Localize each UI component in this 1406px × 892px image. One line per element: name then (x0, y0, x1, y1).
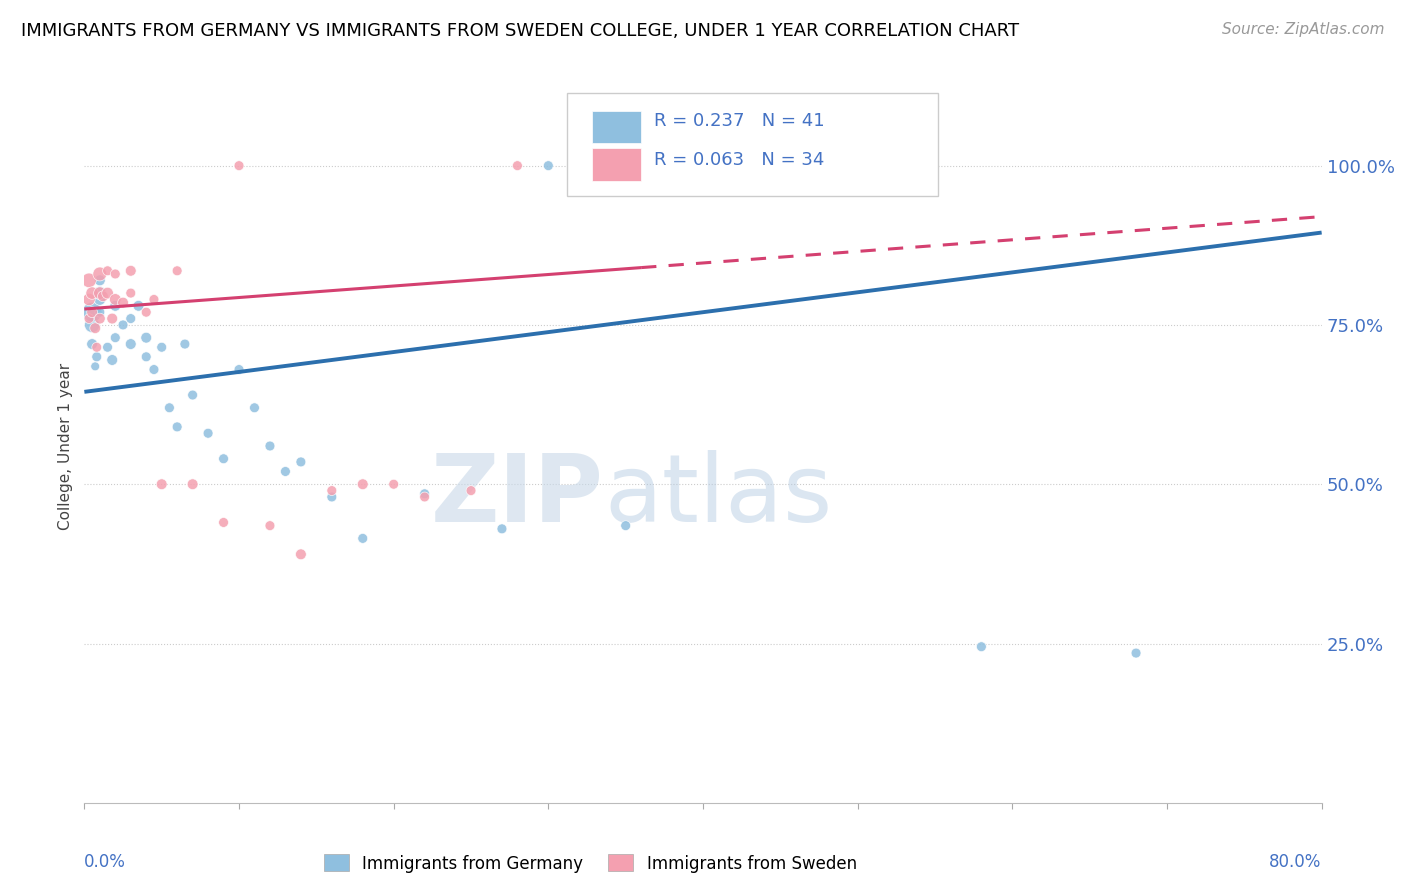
Point (82, 318, 104, 332)
Point (84, 321, 107, 335)
Point (89, 273, 111, 287)
Point (89, 286, 111, 301)
Point (112, 318, 135, 332)
Point (181, 477, 204, 491)
Point (120, 311, 142, 326)
Point (321, 483, 343, 498)
Point (89, 293, 111, 307)
Point (128, 299, 150, 313)
FancyBboxPatch shape (567, 93, 938, 196)
Point (84, 359, 107, 374)
Point (104, 331, 127, 345)
Legend: Immigrants from Germany, Immigrants from Sweden: Immigrants from Germany, Immigrants from… (318, 847, 863, 880)
Point (82, 286, 104, 301)
Point (259, 518, 281, 533)
Point (143, 293, 166, 307)
Point (274, 465, 297, 479)
Point (174, 337, 197, 351)
Point (166, 264, 188, 278)
Point (120, 264, 142, 278)
Text: Source: ZipAtlas.com: Source: ZipAtlas.com (1222, 22, 1385, 37)
Point (97, 340, 120, 354)
Point (120, 337, 142, 351)
Point (143, 362, 166, 376)
Point (150, 340, 173, 354)
Text: IMMIGRANTS FROM GERMANY VS IMMIGRANTS FROM SWEDEN COLLEGE, UNDER 1 YEAR CORRELAT: IMMIGRANTS FROM GERMANY VS IMMIGRANTS FR… (21, 22, 1019, 40)
Point (86, 350, 108, 364)
Point (413, 490, 436, 504)
Point (506, 159, 529, 173)
Point (723, 159, 745, 173)
Point (491, 522, 513, 536)
Point (212, 516, 235, 530)
Point (181, 388, 204, 402)
Point (135, 331, 157, 345)
Point (352, 477, 374, 491)
Point (290, 455, 312, 469)
Point (77, 273, 100, 287)
Point (104, 293, 127, 307)
Text: 80.0%: 80.0% (1270, 853, 1322, 871)
Point (82, 305, 104, 319)
Point (321, 490, 343, 504)
Bar (592, 111, 641, 143)
Point (970, 640, 993, 654)
Point (77, 311, 100, 326)
Point (259, 439, 281, 453)
Point (77, 293, 100, 307)
Text: ZIP: ZIP (432, 450, 605, 542)
Point (97, 286, 120, 301)
Point (97, 264, 120, 278)
Bar (592, 148, 641, 180)
Text: 0.0%: 0.0% (84, 853, 127, 871)
Point (112, 295, 135, 310)
Point (104, 299, 127, 313)
Point (135, 305, 157, 319)
Text: R = 0.237   N = 41: R = 0.237 N = 41 (654, 112, 824, 130)
Point (135, 350, 157, 364)
Point (413, 487, 436, 501)
Point (166, 420, 188, 434)
Point (150, 477, 173, 491)
Point (228, 362, 250, 376)
Point (614, 518, 637, 533)
Point (460, 483, 482, 498)
Text: R = 0.063   N = 34: R = 0.063 N = 34 (654, 151, 824, 169)
Point (82, 305, 104, 319)
Y-axis label: College, Under 1 year: College, Under 1 year (58, 362, 73, 530)
Point (228, 159, 250, 173)
Point (159, 401, 181, 415)
Point (243, 401, 266, 415)
Point (1125, 646, 1147, 660)
Point (82, 337, 104, 351)
Point (89, 311, 111, 326)
Point (89, 267, 111, 281)
Point (101, 353, 124, 368)
Point (212, 451, 235, 466)
Point (290, 547, 312, 561)
Point (537, 159, 560, 173)
Point (382, 477, 405, 491)
Point (197, 426, 219, 441)
Point (89, 305, 111, 319)
Point (104, 267, 127, 281)
Point (86, 340, 108, 354)
Point (101, 311, 124, 326)
Point (91, 289, 114, 303)
Point (120, 286, 142, 301)
Point (89, 286, 111, 301)
Text: atlas: atlas (605, 450, 832, 542)
Point (352, 532, 374, 546)
